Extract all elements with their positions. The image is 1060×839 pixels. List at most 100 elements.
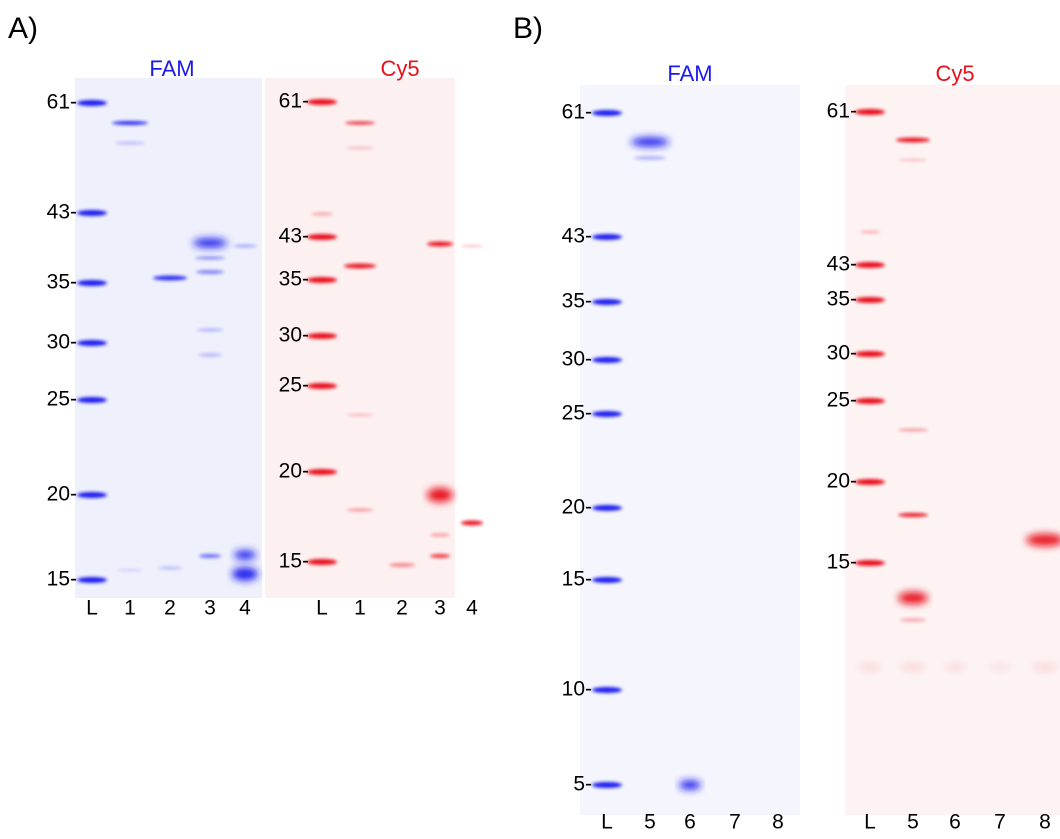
marker-label: 43-: [827, 253, 857, 276]
band: [592, 411, 622, 417]
band: [855, 351, 885, 357]
lane-label: 3: [434, 597, 446, 620]
band: [307, 559, 337, 565]
band: [153, 275, 187, 281]
gel-background: [580, 85, 800, 815]
band: [430, 533, 450, 537]
marker-label: 61-: [827, 100, 857, 123]
band: [592, 782, 622, 788]
band: [307, 99, 337, 105]
marker-label: 25-: [279, 374, 309, 397]
lane-label: L: [601, 811, 613, 834]
band: [77, 210, 107, 216]
band: [899, 159, 927, 161]
band: [118, 569, 142, 571]
marker-label: 35-: [47, 271, 77, 294]
band: [989, 663, 1011, 671]
gel: [845, 85, 1060, 815]
band: [896, 137, 930, 143]
marker-label: 20-: [47, 483, 77, 506]
band: [199, 554, 221, 558]
panel-label: A): [8, 12, 38, 45]
marker-label: 30-: [47, 331, 77, 354]
marker-label: 30-: [827, 342, 857, 365]
band: [592, 577, 622, 583]
band: [855, 297, 885, 303]
marker-label: 25-: [562, 402, 592, 425]
lane-label: 4: [239, 597, 251, 620]
band: [77, 100, 107, 106]
band: [233, 244, 257, 248]
band: [389, 563, 415, 567]
marker-label: 30-: [562, 348, 592, 371]
lane-label: 6: [684, 811, 696, 834]
marker-label: 43-: [47, 201, 77, 224]
band: [900, 663, 926, 671]
band: [461, 245, 483, 247]
band: [234, 550, 256, 560]
lane-label: 2: [164, 597, 176, 620]
band: [631, 137, 669, 147]
band: [427, 488, 453, 502]
lane-label: 1: [124, 597, 136, 620]
band: [679, 780, 701, 790]
band: [346, 147, 374, 149]
band: [307, 333, 337, 339]
gel-background: [845, 85, 1060, 815]
band: [461, 520, 483, 526]
marker-label: 35-: [827, 288, 857, 311]
gel-title: FAM: [667, 61, 712, 86]
gel: [580, 85, 800, 815]
band: [77, 492, 107, 498]
marker-label: 43-: [279, 225, 309, 248]
marker-label: 15-: [47, 568, 77, 591]
lane-label: 2: [396, 597, 408, 620]
marker-label: 61-: [279, 90, 309, 113]
band: [307, 383, 337, 389]
lane-label: 6: [949, 811, 961, 834]
band: [198, 353, 222, 357]
band: [944, 663, 966, 671]
band: [855, 560, 885, 566]
lane-label: L: [316, 597, 328, 620]
marker-label: 20-: [279, 460, 309, 483]
marker-label: 15-: [827, 551, 857, 574]
band: [307, 277, 337, 283]
lane-label: 5: [644, 811, 656, 834]
panel-label: B): [513, 12, 543, 45]
band: [347, 508, 373, 512]
band: [634, 156, 666, 160]
band: [307, 234, 337, 240]
band: [592, 505, 622, 511]
marker-label: 61-: [562, 101, 592, 124]
band: [859, 663, 881, 671]
lane-label: L: [864, 811, 876, 834]
lane-label: L: [86, 597, 98, 620]
band: [900, 618, 926, 622]
band: [592, 110, 622, 116]
marker-label: 15-: [279, 550, 309, 573]
gel-title: FAM: [149, 56, 194, 81]
marker-label: 35-: [562, 290, 592, 313]
band: [158, 566, 182, 570]
band: [347, 414, 373, 416]
band: [77, 397, 107, 403]
band: [592, 234, 622, 240]
lane-label: 4: [466, 597, 478, 620]
marker-label: 43-: [562, 225, 592, 248]
lane-label: 8: [1039, 811, 1051, 834]
marker-label: 25-: [47, 388, 77, 411]
band: [427, 241, 453, 247]
band: [307, 469, 337, 475]
band: [860, 230, 880, 234]
band: [855, 398, 885, 404]
band: [855, 109, 885, 115]
band: [430, 554, 450, 558]
marker-label: 61-: [47, 91, 77, 114]
lane-label: 1: [354, 597, 366, 620]
marker-label: 35-: [279, 268, 309, 291]
marker-label: 5-: [573, 773, 592, 796]
lane-label: 3: [204, 597, 216, 620]
band: [898, 428, 928, 432]
